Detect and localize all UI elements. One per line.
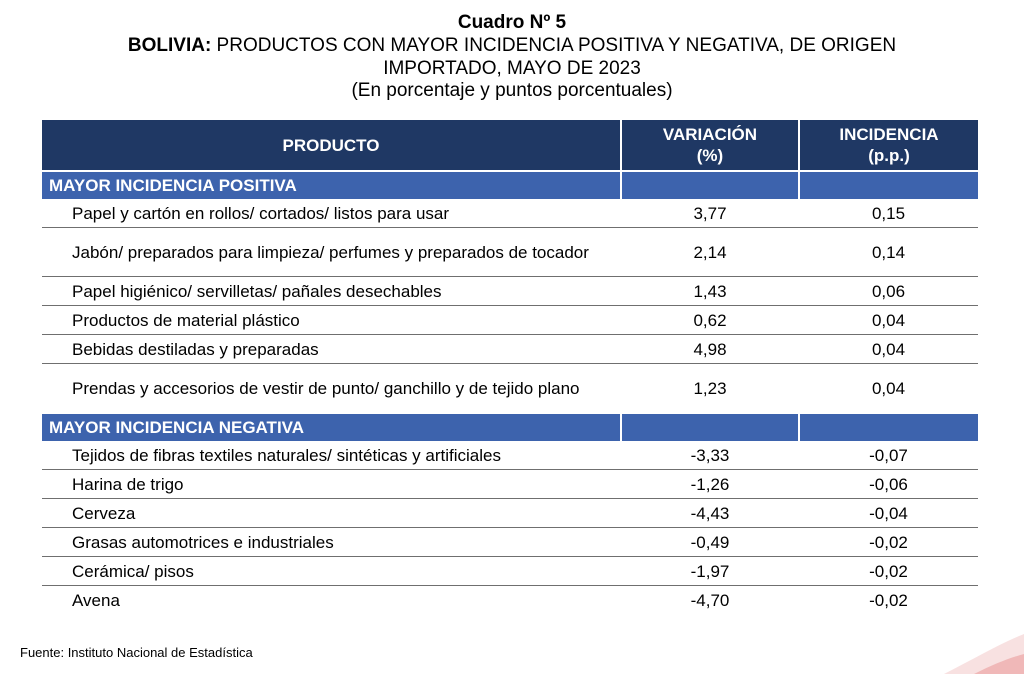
product-name: Papel higiénico/ servilletas/ pañales de… [42,276,621,306]
table-row: Harina de trigo -1,26 -0,06 [42,469,978,499]
incidence-value: 0,14 [799,227,978,277]
table-number: Cuadro Nº 5 [457,12,567,33]
product-name: Cerámica/ pisos [42,556,621,586]
variation-value: -0,49 [621,527,799,557]
header-product: PRODUCTO [42,120,622,171]
variation-value: 1,43 [621,276,799,306]
product-name: Cerveza [42,498,621,528]
table-row: Productos de material plástico 0,62 0,04 [42,305,978,335]
table-row: Avena -4,70 -0,02 [42,586,978,615]
product-name: Papel y cartón en rollos/ cortados/ list… [42,199,621,228]
incidence-value: -0,07 [799,441,978,470]
incidence-value: 0,04 [799,363,978,414]
table-row: Cerveza -4,43 -0,04 [42,498,978,528]
variation-value: 2,14 [621,227,799,277]
incidence-table: PRODUCTO VARIACIÓN (%) INCIDENCIA (p.p.) M… [42,120,978,614]
incidence-value: 0,04 [799,334,978,364]
incidence-value: -0,04 [799,498,978,528]
product-name: Prendas y accesorios de vestir de punto/… [42,363,621,414]
table-row: Prendas y accesorios de vestir de punto/… [42,363,978,414]
table-title-block: Cuadro Nº 5 BOLIVIA: PRODUCTOS CON MAYOR… [0,12,1024,102]
section-label: MAYOR INCIDENCIA NEGATIVA [42,412,622,441]
product-name: Productos de material plástico [42,305,621,335]
variation-value: -1,97 [621,556,799,586]
product-name: Grasas automotrices e industriales [42,527,621,557]
variation-value: 0,62 [621,305,799,335]
incidence-value: 0,15 [799,199,978,228]
variation-value: -1,26 [621,469,799,499]
variation-value: 4,98 [621,334,799,364]
header-incidence: INCIDENCIA (p.p.) [799,120,978,171]
units-note: (En porcentaje y puntos porcentuales) [351,80,673,101]
table-row: Jabón/ preparados para limpieza/ perfume… [42,227,978,277]
variation-value: -4,43 [621,498,799,528]
product-name: Jabón/ preparados para limpieza/ perfume… [42,227,621,277]
table-row: Cerámica/ pisos -1,97 -0,02 [42,556,978,586]
incidence-value: 0,06 [799,276,978,306]
subtitle-country: BOLIVIA: [127,35,212,56]
table-row: Papel y cartón en rollos/ cortados/ list… [42,199,978,228]
header-row: PRODUCTO VARIACIÓN (%) INCIDENCIA (p.p.) [42,120,978,171]
table-subtitle-line2: IMPORTADO, MAYO DE 2023 [383,58,641,79]
variation-value: 1,23 [621,363,799,414]
subtitle-text: PRODUCTOS CON MAYOR INCIDENCIA POSITIVA … [211,35,897,56]
section-positive: MAYOR INCIDENCIA POSITIVA [42,170,978,199]
incidence-value: -0,02 [869,590,908,610]
section-negative: MAYOR INCIDENCIA NEGATIVA [42,412,978,441]
product-name: Harina de trigo [42,469,621,499]
product-name: Tejidos de fibras textiles naturales/ si… [42,441,621,470]
variation-value: -3,33 [621,441,799,470]
table-row: Papel higiénico/ servilletas/ pañales de… [42,276,978,306]
variation-value: 3,77 [621,199,799,228]
variation-value: -4,70 [690,590,730,610]
product-name: Bebidas destiladas y preparadas [42,334,621,364]
table-subtitle: BOLIVIA: PRODUCTOS CON MAYOR INCIDENCIA … [0,35,1024,57]
header-variation: VARIACIÓN (%) [621,120,800,171]
table-row: Bebidas destiladas y preparadas 4,98 0,0… [42,334,978,364]
product-name: Avena [72,590,120,610]
decorative-swoosh [944,634,1024,674]
incidence-value: -0,02 [799,556,978,586]
incidence-value: 0,04 [799,305,978,335]
table-row: Grasas automotrices e industriales -0,49… [42,527,978,557]
incidence-value: -0,02 [799,527,978,557]
section-label: MAYOR INCIDENCIA POSITIVA [42,170,622,199]
table-row: Tejidos de fibras textiles naturales/ si… [42,441,978,470]
source-note: Fuente: Instituto Nacional de Estadístic… [20,645,253,660]
incidence-value: -0,06 [799,469,978,499]
